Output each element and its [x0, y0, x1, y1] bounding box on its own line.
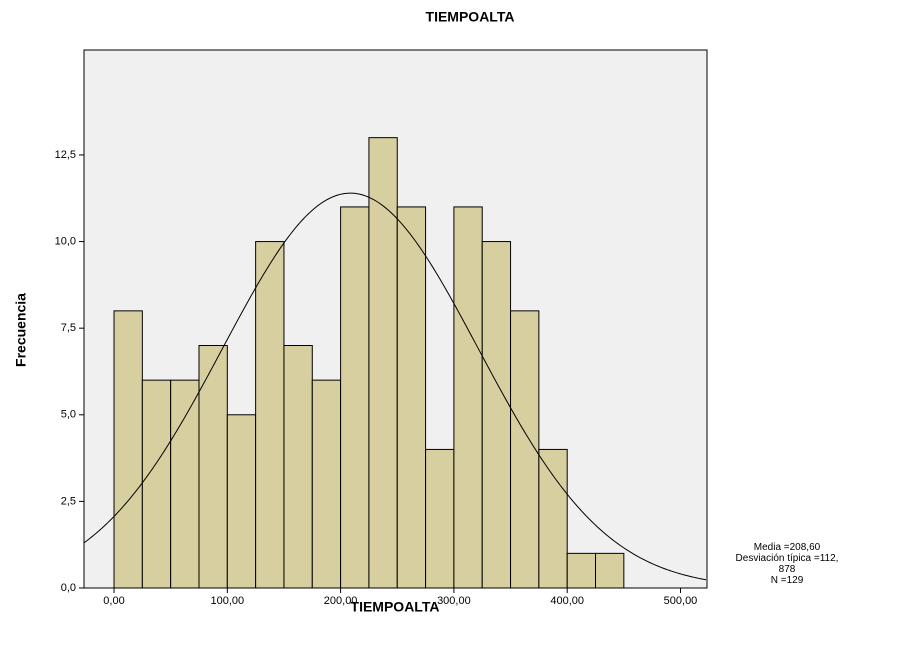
- x-axis-label: TIEMPOALTA: [351, 599, 440, 615]
- y-tick-label: 2,5: [61, 495, 76, 507]
- bar: [283, 345, 313, 589]
- bar: [566, 552, 597, 589]
- bar: [113, 310, 143, 589]
- x-tick-label: 0,00: [103, 595, 124, 607]
- bar: [198, 345, 228, 589]
- x-tick-label: 500,00: [664, 595, 698, 607]
- y-tick-label: 0,0: [61, 582, 76, 594]
- bar: [425, 448, 455, 589]
- stat-n: N =129: [770, 575, 804, 586]
- normal-curve: [83, 192, 707, 581]
- bar: [226, 414, 257, 589]
- stat-sd: Desviación típica =112,878: [735, 553, 839, 575]
- y-axis-label: Frecuencia: [13, 293, 29, 367]
- bar: [311, 379, 342, 589]
- stats-legend: Media =208,60 Desviación típica =112,878…: [734, 542, 840, 586]
- bar: [141, 379, 172, 589]
- x-tick-label: 400,00: [550, 595, 584, 607]
- bar: [453, 206, 483, 589]
- bar: [595, 552, 625, 589]
- bar: [340, 206, 370, 589]
- bar: [396, 206, 427, 589]
- y-tick-label: 10,0: [55, 235, 76, 247]
- bar: [510, 310, 540, 589]
- y-tick-label: 12,5: [55, 149, 76, 161]
- bar: [255, 241, 285, 589]
- y-tick-label: 7,5: [61, 322, 76, 334]
- stat-mean: Media =208,60: [753, 542, 821, 553]
- x-tick-label: 100,00: [210, 595, 244, 607]
- chart-title: TIEMPOALTA: [426, 9, 515, 25]
- y-tick-label: 5,0: [61, 409, 76, 421]
- bar: [538, 448, 568, 589]
- x-tick-label: 200,00: [324, 595, 358, 607]
- x-tick-label: 300,00: [437, 595, 471, 607]
- bar: [368, 137, 398, 589]
- bar: [481, 241, 512, 589]
- bar: [170, 379, 200, 589]
